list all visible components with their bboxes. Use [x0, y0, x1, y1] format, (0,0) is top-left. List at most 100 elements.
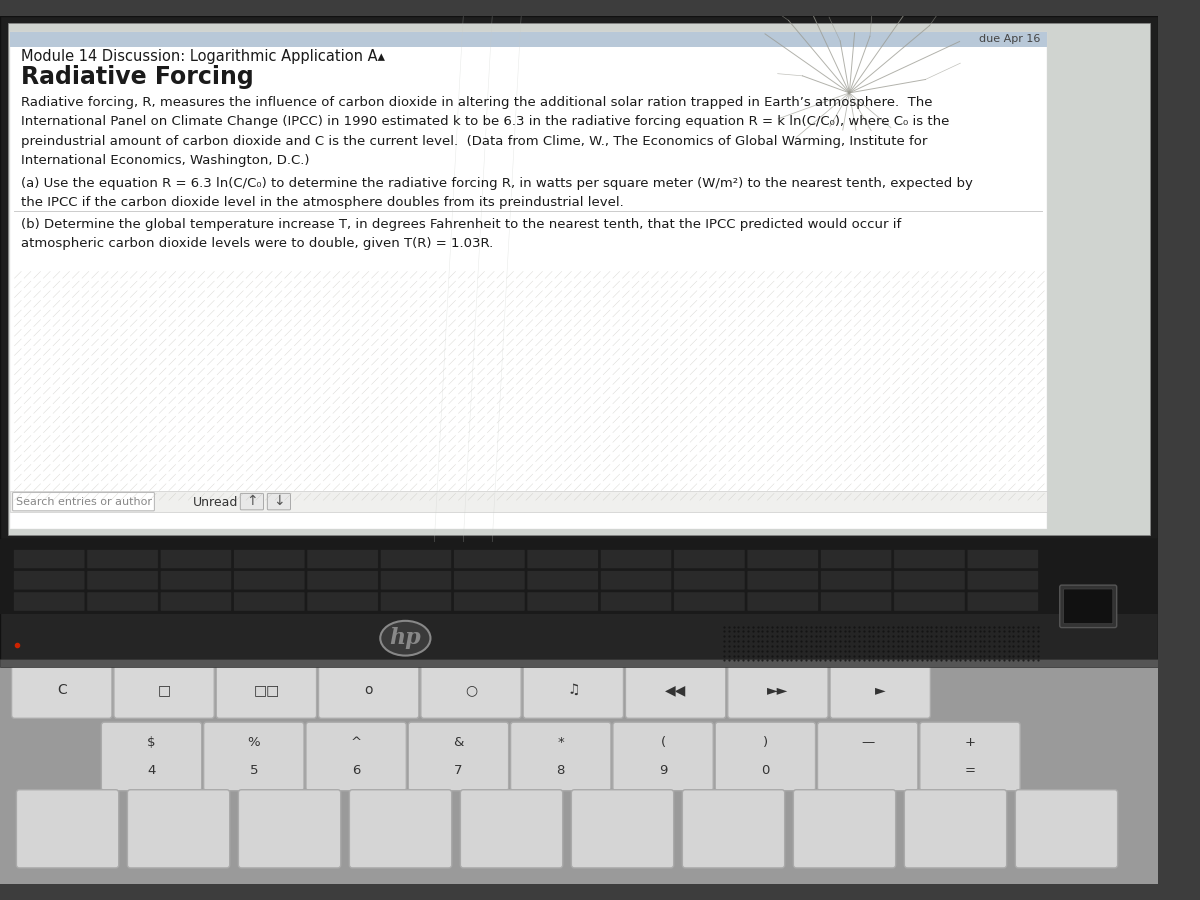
FancyBboxPatch shape [380, 549, 451, 569]
Text: the IPCC if the carbon dioxide level in the atmosphere doubles from its preindus: the IPCC if the carbon dioxide level in … [22, 196, 624, 210]
FancyBboxPatch shape [830, 662, 930, 718]
FancyBboxPatch shape [1060, 585, 1117, 627]
FancyBboxPatch shape [12, 662, 112, 718]
FancyBboxPatch shape [161, 571, 232, 590]
FancyBboxPatch shape [234, 571, 305, 590]
FancyBboxPatch shape [10, 32, 1048, 47]
FancyBboxPatch shape [12, 492, 155, 511]
Text: (b) Determine the global temperature increase T, in degrees Fahrenheit to the ne: (b) Determine the global temperature inc… [22, 218, 901, 230]
FancyBboxPatch shape [894, 571, 965, 590]
Text: 9: 9 [659, 764, 667, 777]
FancyBboxPatch shape [571, 789, 673, 868]
FancyBboxPatch shape [600, 571, 672, 590]
FancyBboxPatch shape [793, 789, 895, 868]
FancyBboxPatch shape [0, 660, 1158, 667]
FancyBboxPatch shape [715, 722, 816, 791]
Text: ^: ^ [350, 736, 361, 749]
Text: $: $ [148, 736, 156, 749]
FancyBboxPatch shape [673, 571, 745, 590]
Text: ►►: ►► [767, 683, 788, 698]
Text: International Economics, Washington, D.C.): International Economics, Washington, D.C… [22, 154, 310, 167]
FancyBboxPatch shape [967, 549, 1038, 569]
FancyBboxPatch shape [421, 662, 521, 718]
Text: Search entries or author: Search entries or author [16, 497, 152, 507]
FancyBboxPatch shape [510, 722, 611, 791]
FancyBboxPatch shape [905, 789, 1007, 868]
Text: 4: 4 [148, 764, 156, 777]
Text: □□: □□ [253, 683, 280, 698]
Text: ♫: ♫ [568, 683, 580, 698]
FancyBboxPatch shape [894, 549, 965, 569]
Text: 0: 0 [761, 764, 769, 777]
FancyBboxPatch shape [114, 662, 215, 718]
FancyBboxPatch shape [161, 592, 232, 611]
Text: preindustrial amount of carbon dioxide and C is the current level.  (Data from C: preindustrial amount of carbon dioxide a… [22, 135, 928, 148]
Text: Module 14 Discussion: Logarithmic Application A▴: Module 14 Discussion: Logarithmic Applic… [22, 49, 385, 64]
FancyBboxPatch shape [0, 661, 1158, 885]
FancyBboxPatch shape [380, 571, 451, 590]
Text: (: ( [660, 736, 666, 749]
FancyBboxPatch shape [13, 592, 85, 611]
Text: Radiative Forcing: Radiative Forcing [22, 66, 254, 89]
Text: =: = [965, 764, 976, 777]
FancyBboxPatch shape [307, 592, 378, 611]
FancyBboxPatch shape [268, 493, 290, 509]
FancyBboxPatch shape [7, 23, 1151, 535]
FancyBboxPatch shape [527, 592, 599, 611]
FancyBboxPatch shape [727, 662, 828, 718]
FancyBboxPatch shape [527, 549, 599, 569]
FancyBboxPatch shape [523, 662, 624, 718]
FancyBboxPatch shape [821, 592, 892, 611]
FancyBboxPatch shape [234, 592, 305, 611]
Text: C: C [56, 683, 67, 698]
FancyBboxPatch shape [408, 722, 509, 791]
Text: 5: 5 [250, 764, 258, 777]
Text: ): ) [763, 736, 768, 749]
Text: Unread: Unread [193, 496, 239, 508]
FancyBboxPatch shape [10, 491, 1048, 512]
FancyBboxPatch shape [306, 722, 407, 791]
FancyBboxPatch shape [821, 571, 892, 590]
FancyBboxPatch shape [1063, 589, 1112, 624]
Text: due Apr 16: due Apr 16 [979, 34, 1040, 44]
Text: o: o [365, 683, 373, 698]
FancyBboxPatch shape [240, 493, 264, 509]
FancyBboxPatch shape [380, 592, 451, 611]
Text: —: — [862, 736, 875, 749]
Text: International Panel on Climate Change (IPCC) in 1990 estimated k to be 6.3 in th: International Panel on Climate Change (I… [22, 115, 949, 129]
Text: ◀◀: ◀◀ [665, 683, 686, 698]
FancyBboxPatch shape [349, 789, 451, 868]
FancyBboxPatch shape [967, 571, 1038, 590]
FancyBboxPatch shape [204, 722, 304, 791]
FancyBboxPatch shape [0, 539, 1158, 664]
FancyBboxPatch shape [86, 571, 158, 590]
FancyBboxPatch shape [239, 789, 341, 868]
Text: ↑: ↑ [246, 494, 258, 508]
FancyBboxPatch shape [461, 789, 563, 868]
FancyBboxPatch shape [161, 549, 232, 569]
FancyBboxPatch shape [673, 549, 745, 569]
Text: *: * [557, 736, 564, 749]
FancyBboxPatch shape [817, 722, 918, 791]
FancyBboxPatch shape [600, 549, 672, 569]
Text: +: + [965, 736, 976, 749]
Text: ○: ○ [464, 683, 478, 698]
FancyBboxPatch shape [0, 15, 1158, 542]
Text: ↓: ↓ [274, 494, 284, 508]
Text: 8: 8 [557, 764, 565, 777]
FancyBboxPatch shape [0, 15, 1158, 885]
Text: (a) Use the equation R = 6.3 ln(C/C₀) to determine the radiative forcing R, in w: (a) Use the equation R = 6.3 ln(C/C₀) to… [22, 177, 973, 190]
FancyBboxPatch shape [683, 789, 785, 868]
FancyBboxPatch shape [101, 722, 202, 791]
FancyBboxPatch shape [748, 592, 818, 611]
Text: 6: 6 [352, 764, 360, 777]
FancyBboxPatch shape [127, 789, 229, 868]
FancyBboxPatch shape [454, 592, 526, 611]
FancyBboxPatch shape [673, 592, 745, 611]
FancyBboxPatch shape [86, 592, 158, 611]
Ellipse shape [380, 621, 431, 655]
Text: &: & [454, 736, 463, 749]
Text: %: % [247, 736, 260, 749]
FancyBboxPatch shape [0, 539, 1158, 614]
FancyBboxPatch shape [748, 549, 818, 569]
